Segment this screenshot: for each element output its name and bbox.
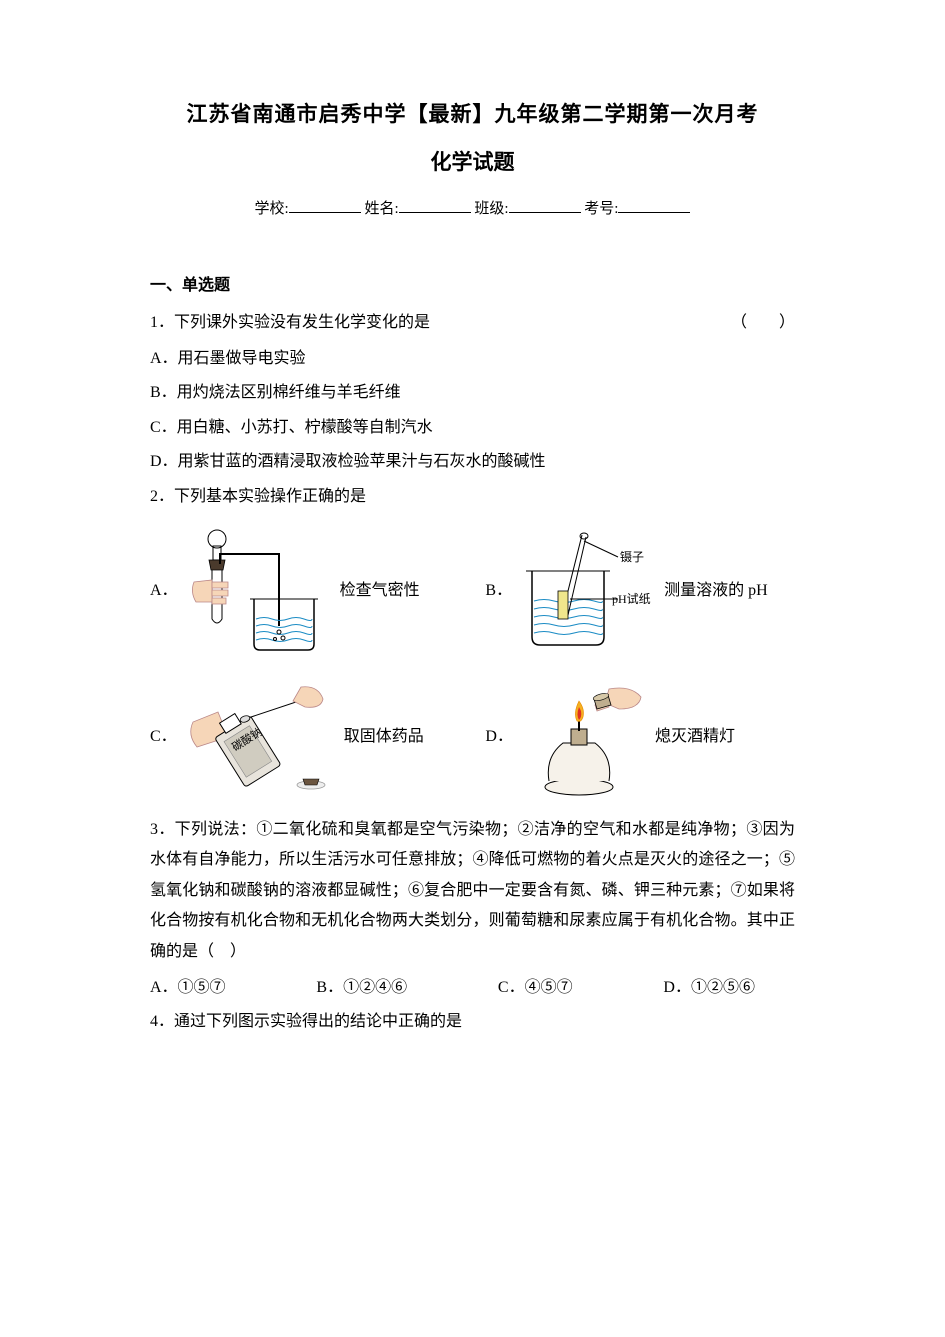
school-blank — [289, 196, 361, 213]
q2-label-b: B． — [485, 576, 512, 606]
q1-opt-a: A．用石墨做导电实验 — [150, 344, 795, 374]
examno-label: 考号: — [584, 201, 618, 217]
q2-figure-c: 碳酸钠 — [183, 677, 338, 797]
q2-figure-a — [184, 524, 334, 659]
q3-opt-b: B．①②④⑥ — [316, 973, 407, 1003]
class-blank — [509, 196, 581, 213]
q2-figure-b: 镊子 pH试纸 — [518, 529, 658, 654]
class-label: 班级: — [474, 201, 508, 217]
q2-figB-anno2: pH试纸 — [612, 591, 651, 606]
school-label: 学校: — [255, 201, 289, 217]
q1-stem: 1．下列课外实验没有发生化学变化的是 — [150, 308, 430, 338]
q2-stem: 2．下列基本实验操作正确的是 — [150, 482, 795, 512]
q2-label-d: D． — [485, 722, 513, 752]
q4-stem: 4．通过下列图示实验得出的结论中正确的是 — [150, 1007, 795, 1037]
q3-options: A．①⑤⑦ B．①②④⑥ C．④⑤⑦ D．①②⑤⑥ — [150, 973, 795, 1003]
q2-label-c: C． — [150, 722, 177, 752]
q1-paren: （ ） — [731, 308, 795, 338]
q3-opt-a: A．①⑤⑦ — [150, 973, 226, 1003]
q2-figure-row-1: A． — [150, 524, 795, 659]
examno-blank — [618, 196, 690, 213]
q3-opt-c: C．④⑤⑦ — [498, 973, 573, 1003]
q2-caption-b: 测量溶液的 pH — [664, 576, 768, 606]
q1-opt-d: D．用紫甘蓝的酒精浸取液检验苹果汁与石灰水的酸碱性 — [150, 447, 795, 477]
section-1-header: 一、单选题 — [150, 271, 795, 301]
q2-caption-d: 熄灭酒精灯 — [655, 722, 735, 752]
title-line-2: 化学试题 — [150, 143, 795, 183]
q2-caption-a: 检查气密性 — [340, 576, 420, 606]
q3-stem: 3．下列说法：①二氧化硫和臭氧都是空气污染物；②洁净的空气和水都是纯净物；③因为… — [150, 815, 795, 967]
q2-label-a: A． — [150, 576, 178, 606]
name-label: 姓名: — [364, 201, 398, 217]
q2-caption-c: 取固体药品 — [344, 722, 424, 752]
q2-figure-row-2: C． 碳酸钠 — [150, 677, 795, 797]
student-info-line: 学校: 姓名: 班级: 考号: — [150, 195, 795, 224]
title-line-1: 江苏省南通市启秀中学【最新】九年级第二学期第一次月考 — [150, 95, 795, 135]
q2-figure-d — [519, 677, 649, 797]
q3-opt-d: D．①②⑤⑥ — [663, 973, 755, 1003]
q2-figB-anno1: 镊子 — [620, 550, 644, 564]
q1-opt-b: B．用灼烧法区别棉纤维与羊毛纤维 — [150, 378, 795, 408]
name-blank — [399, 196, 471, 213]
q1-opt-c: C．用白糖、小苏打、柠檬酸等自制汽水 — [150, 413, 795, 443]
